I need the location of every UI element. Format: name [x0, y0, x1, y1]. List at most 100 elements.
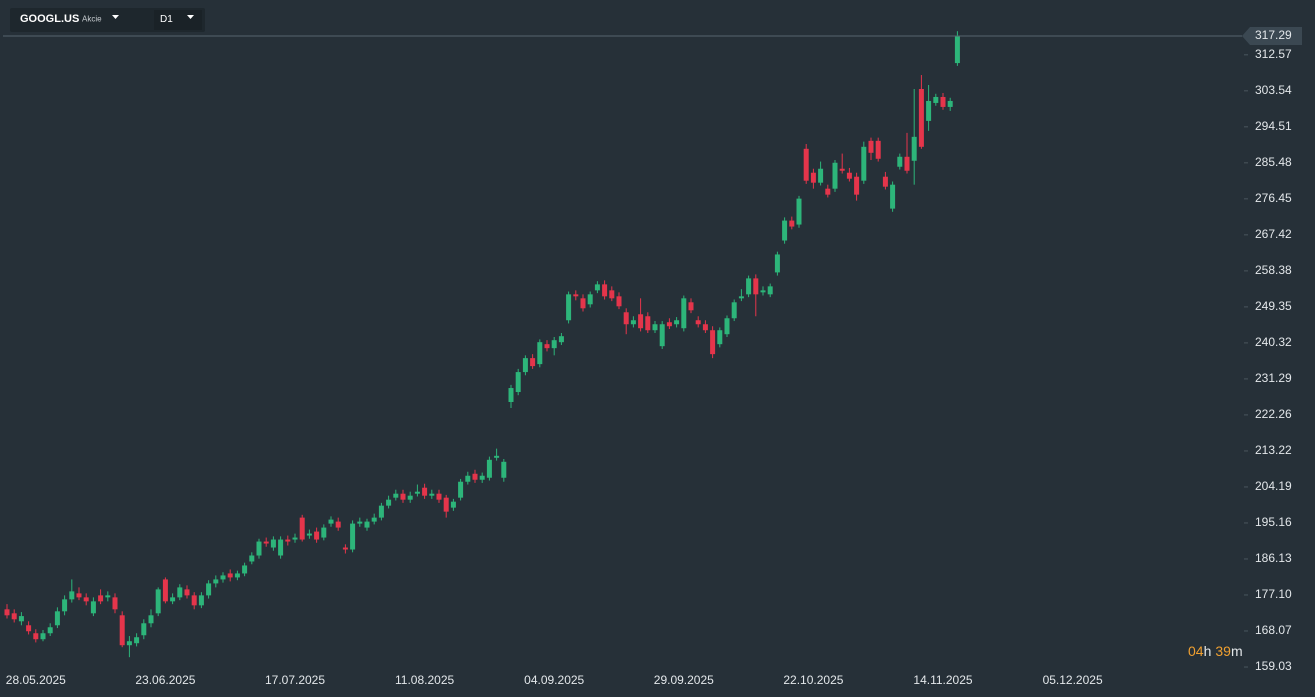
symbol[interactable]: GOOGL.US: [20, 13, 79, 25]
candle-body: [738, 296, 744, 299]
candle-body: [947, 100, 953, 107]
countdown-unit: h: [1204, 643, 1212, 659]
candle-body: [753, 278, 759, 295]
candle-body: [522, 358, 528, 373]
candle-body: [134, 637, 140, 644]
candle-body: [177, 587, 183, 598]
candle-body: [170, 597, 176, 602]
x-tick-label: 14.11.2025: [913, 673, 972, 687]
candle-body: [854, 176, 860, 195]
candle-body: [933, 96, 939, 103]
candle-body: [861, 146, 867, 181]
y-tick-label: 177.10: [1255, 587, 1292, 601]
candle-body: [659, 324, 665, 347]
instrument-type[interactable]: Akcie: [82, 15, 102, 24]
candle-body: [954, 36, 960, 64]
dropdown-arrow[interactable]: [112, 15, 119, 19]
candle-body: [335, 521, 341, 528]
candle-body: [306, 533, 312, 536]
candle-body: [803, 148, 809, 181]
candle-body: [897, 156, 903, 167]
y-tick-label: 303.54: [1255, 83, 1292, 97]
candle-body: [515, 372, 521, 393]
candle-body: [486, 459, 492, 478]
candle-body: [386, 499, 392, 506]
candle-body: [760, 290, 766, 293]
y-tick-label: 240.32: [1255, 335, 1292, 349]
candle-body: [911, 136, 917, 161]
candle-body: [90, 601, 96, 614]
candle-body: [429, 493, 435, 496]
candle-body: [414, 491, 420, 494]
candle-body: [270, 539, 276, 548]
x-tick-label: 05.12.2025: [1043, 673, 1103, 687]
x-tick-label: 28.05.2025: [6, 673, 66, 687]
candle-body: [278, 539, 284, 556]
y-tick-label: 186.13: [1255, 551, 1292, 565]
candle-body: [940, 96, 946, 107]
candle-body: [285, 539, 291, 542]
candle-body: [746, 278, 752, 295]
candle-body: [364, 521, 370, 528]
candle-body: [299, 517, 305, 540]
candle-body: [98, 595, 104, 602]
candle-body: [40, 633, 46, 640]
candle-body: [112, 597, 118, 610]
y-tick-label: 159.03: [1255, 659, 1292, 673]
timeframe-selector[interactable]: D1: [154, 10, 202, 30]
candle-body: [371, 517, 377, 522]
candle-body: [357, 521, 363, 524]
candle-body: [573, 294, 579, 297]
candle-body: [594, 284, 600, 291]
candle-body: [206, 583, 212, 596]
candle-body: [702, 324, 708, 331]
candle-body: [436, 493, 442, 500]
countdown-minutes: 39: [1215, 643, 1231, 659]
candle-body: [328, 519, 334, 524]
y-tick-label: 249.35: [1255, 299, 1292, 313]
candle-body: [580, 298, 586, 309]
candle-body: [832, 162, 838, 189]
candle-body: [666, 322, 672, 327]
candle-body: [868, 140, 874, 153]
last-price-tag: [1242, 27, 1302, 46]
candle-body: [630, 320, 636, 325]
candle-body: [234, 573, 240, 578]
candle-body: [148, 615, 154, 624]
x-tick-label: 04.09.2025: [524, 673, 584, 687]
candle-body: [918, 88, 924, 147]
candle-body: [18, 616, 24, 622]
x-tick-label: 22.10.2025: [783, 673, 843, 687]
candle-body: [890, 184, 896, 209]
candle-body: [220, 575, 226, 580]
candle-body: [141, 623, 147, 636]
candle-body: [191, 595, 197, 606]
y-tick-label: 195.16: [1255, 515, 1292, 529]
candle-body: [350, 523, 356, 550]
candle-body: [587, 294, 593, 305]
candle-body: [544, 344, 550, 349]
candle-body: [314, 531, 320, 540]
candle-body: [882, 176, 888, 187]
candle-body: [566, 294, 572, 321]
candle-body: [825, 188, 831, 195]
symbol-selector[interactable]: GOOGL.US Akcie: [20, 13, 119, 25]
candle-body: [407, 495, 413, 500]
timeframe[interactable]: D1: [160, 14, 173, 25]
candle-body: [33, 633, 39, 640]
candle-body: [472, 473, 478, 480]
candle-body: [62, 599, 68, 612]
y-tick-label: 312.57: [1255, 47, 1292, 61]
candle-body: [249, 555, 255, 562]
candle-body: [782, 220, 788, 241]
dropdown-arrow[interactable]: [187, 15, 194, 19]
candle-body: [501, 461, 507, 478]
plot-area: 159.03 168.07 177.10 186.13 195.16 204.19 213.…: [3, 27, 1302, 687]
candle-body: [242, 565, 248, 574]
candle-body: [105, 595, 111, 598]
candle-body: [551, 340, 557, 349]
candle-body: [681, 298, 687, 329]
y-tick-label: 258.38: [1255, 263, 1292, 277]
